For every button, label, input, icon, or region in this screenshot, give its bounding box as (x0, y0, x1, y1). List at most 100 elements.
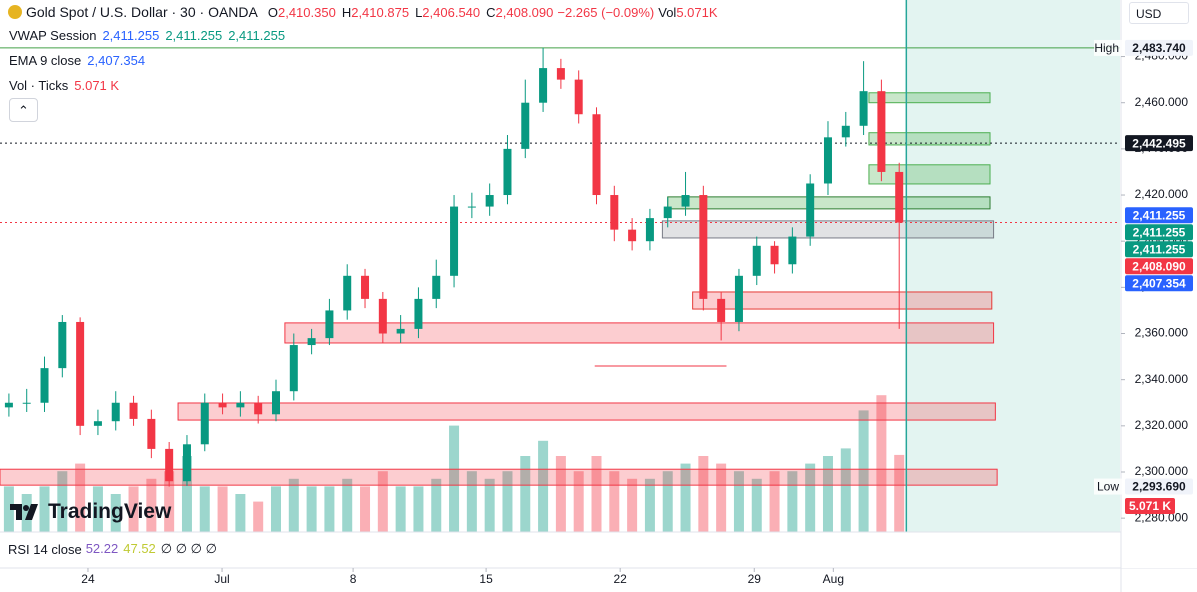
quote-key: C (486, 4, 496, 20)
candle-body (717, 298, 726, 322)
candle-body (165, 448, 174, 482)
candle-body (539, 68, 548, 103)
tag-name-bg (1094, 39, 1123, 56)
volume-bar (306, 486, 317, 532)
candle-body (877, 91, 886, 172)
vol-value: 5.071K (676, 4, 718, 20)
y-tick-label: 2,340.000 (1135, 372, 1189, 386)
indicator-legend: VWAP Session 2,411.255 2,411.255 2,411.255 (9, 28, 285, 43)
volume-bar (787, 471, 798, 532)
quote-item: H2,410.875 (342, 5, 409, 20)
indicator-name: EMA 9 close (9, 53, 82, 68)
candle-body (361, 275, 370, 299)
quote-value: 2,410.875 (351, 4, 410, 20)
volume-bar (591, 456, 602, 532)
volume-bar (128, 486, 139, 532)
price-tag-label: 2,411.255 (1133, 208, 1186, 222)
volume-bar (92, 486, 103, 532)
indicator-name: VWAP Session (9, 28, 97, 43)
candle-body (378, 298, 387, 334)
quote-key: H (341, 4, 352, 20)
candle-body (895, 171, 904, 223)
candle-body (841, 125, 850, 138)
volume-bar (466, 471, 477, 532)
future-area (906, 0, 1120, 532)
candle-body (111, 402, 120, 422)
symbol-icon (8, 5, 22, 19)
x-tick-label: Jul (214, 572, 229, 586)
volume-bar (805, 463, 816, 532)
volume-bar (270, 486, 281, 532)
volume-bar (199, 486, 210, 532)
candle-body (254, 402, 263, 415)
volume-bar (858, 410, 869, 532)
x-tick-label: 24 (81, 572, 95, 586)
candle-body (610, 195, 619, 230)
price-tag (1125, 478, 1193, 495)
candle-body (129, 402, 138, 419)
indicator-legend: EMA 9 close 2,407.354 (9, 53, 145, 68)
candle-body (271, 391, 280, 415)
zone (667, 196, 991, 210)
candle-body (467, 206, 476, 208)
volume-bar (449, 425, 460, 532)
y-tick-label: 2,360.000 (1135, 326, 1189, 340)
candle-body (200, 402, 209, 445)
candle-body (236, 402, 245, 408)
candle-body (645, 218, 654, 242)
quote-item: C2,408.090 (486, 5, 553, 20)
candle-body (485, 195, 494, 207)
volume-bar (609, 471, 620, 532)
volume-bar (876, 395, 887, 532)
price-tag-label: 2,407.354 (1132, 276, 1186, 290)
indicator-value: 2,407.354 (87, 53, 146, 68)
quote-item: L2,406.540 (415, 5, 480, 20)
candle-body (22, 402, 31, 404)
candle-body (788, 236, 797, 265)
candle-body (307, 338, 316, 346)
indicator-value: 2,411.255 (102, 28, 160, 43)
rsi-legend: RSI 14 close 52.22 47.52 ∅ ∅ ∅ ∅ (8, 541, 217, 557)
volume-bar (57, 471, 68, 532)
rsi-value: 47.52 (123, 541, 156, 556)
zone (284, 322, 995, 344)
volume-bar (164, 471, 175, 532)
quote-value: 2,410.350 (277, 4, 336, 20)
candle-body (663, 206, 672, 219)
currency-button[interactable]: USD (1129, 2, 1189, 24)
price-tag (1125, 207, 1193, 224)
price-tag (1125, 39, 1193, 56)
volume-bar (822, 456, 833, 532)
candle-body (396, 328, 405, 334)
quote-item: O2,410.350 (268, 5, 336, 20)
volume-bar (538, 440, 549, 532)
symbol[interactable]: Gold Spot / U.S. Dollar · 30 · OANDA (26, 4, 258, 20)
candle-body (93, 421, 102, 426)
volume-bar (181, 456, 192, 532)
candle-body (806, 183, 815, 237)
zone (0, 468, 998, 486)
volume-bar (110, 494, 121, 532)
y-tick-label: 2,420.000 (1135, 187, 1189, 201)
header: Gold Spot / U.S. Dollar · 30 · OANDA O2,… (8, 4, 718, 20)
volume-bar (39, 486, 50, 532)
volume-bar (769, 471, 780, 532)
candle-body (414, 298, 423, 329)
price-tag (1125, 135, 1193, 152)
collapse-button[interactable]: ⌃ (9, 98, 38, 122)
x-tick-label: 22 (614, 572, 628, 586)
volume-bar (146, 478, 157, 532)
volume-bar (894, 454, 905, 532)
indicator-legend: Vol · Ticks 5.071 K (9, 78, 119, 93)
volume-bar (413, 486, 424, 532)
price-tag-label: 2,293.690 (1132, 480, 1186, 494)
zone (661, 220, 995, 239)
indicator-value: 5.071 K (74, 78, 120, 93)
price-tag-name: Low (1097, 480, 1119, 494)
candle-body (343, 275, 352, 311)
volume-bar (395, 486, 406, 532)
candle-body (823, 137, 832, 184)
volume-bar (21, 494, 32, 532)
candle-body (699, 195, 708, 299)
